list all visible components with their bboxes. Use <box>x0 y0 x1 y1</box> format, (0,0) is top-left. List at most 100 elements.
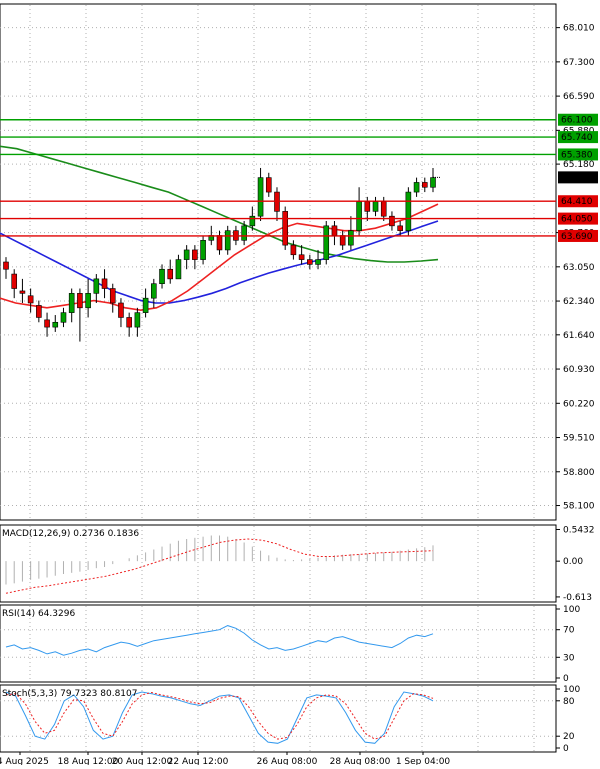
candle-body <box>3 261 9 270</box>
level-label-66.100: 66.100 <box>561 116 593 126</box>
candle-body <box>372 201 379 212</box>
y-tick-label-rsi-3: 0 <box>563 674 569 684</box>
y-tick-label-main-11: 59.510 <box>563 434 595 444</box>
candle-body <box>109 288 116 304</box>
y-tick-label-main-8: 61.640 <box>563 331 595 341</box>
ma-line-blue <box>0 220 439 304</box>
y-tick-label-rsi-0: 100 <box>563 605 580 615</box>
candle-body <box>307 259 313 265</box>
candle-body <box>126 317 132 328</box>
level-badge-65.740 <box>558 131 598 144</box>
level-badge-64.050 <box>558 212 598 225</box>
candle-body <box>356 201 362 231</box>
candle-body <box>151 283 157 299</box>
y-tick-label-main-6: 63.050 <box>563 263 595 273</box>
candle-body <box>282 211 288 246</box>
x-tick-label-5: 28 Aug 08:00 <box>330 757 391 765</box>
pane-frame-rsi <box>0 604 557 683</box>
stoch-label: Stoch(5,3,3) 79.7323 80.8107 <box>2 689 137 699</box>
level-label-65.740: 65.740 <box>561 133 593 143</box>
x-tick-label-3: 22 Aug 12:00 <box>168 757 229 765</box>
level-badge-64.410 <box>558 195 598 208</box>
level-label-63.690: 63.690 <box>561 232 593 242</box>
ma-line-green <box>0 145 439 263</box>
candle-body <box>315 259 321 265</box>
candle-body <box>175 259 182 280</box>
candle-body <box>192 249 198 260</box>
candle-body <box>11 273 18 289</box>
x-tick-label-1: 18 Aug 12:00 <box>58 757 119 765</box>
candle-body <box>142 297 149 313</box>
candle-body <box>265 177 272 193</box>
level-badge-63.690 <box>558 229 598 242</box>
y-tick-label-main-9: 60.930 <box>563 365 595 375</box>
candle-body <box>241 225 247 241</box>
x-tick-label-0: 14 Aug 2025 <box>0 757 49 765</box>
candle-body <box>257 177 264 217</box>
candle-body <box>118 302 124 318</box>
candle-body <box>68 293 75 313</box>
last-price-label: 64.905 <box>561 173 593 183</box>
candle-body <box>397 225 403 231</box>
candle-body <box>224 230 231 251</box>
x-tick-label-4: 26 Aug 08:00 <box>257 757 318 765</box>
candle-body <box>77 293 83 309</box>
candle-body <box>36 305 42 318</box>
y-tick-label-macd-2: -0.613 <box>563 593 592 603</box>
pane-frame-macd <box>0 524 557 603</box>
level-label-64.050: 64.050 <box>561 215 593 225</box>
y-tick-label-main-12: 58.800 <box>563 468 595 478</box>
x-tick-label-6: 1 Sep 04:00 <box>396 757 451 765</box>
candle-body <box>331 225 338 236</box>
level-badge-65.380 <box>558 148 598 161</box>
candle-body <box>19 290 26 294</box>
candle-body <box>298 254 305 260</box>
candle-body <box>323 225 330 260</box>
y-tick-label-main-4: 65.180 <box>563 160 595 170</box>
candle-body <box>290 244 297 256</box>
y-tick-label-main-2: 66.590 <box>563 92 595 102</box>
y-tick-label-stoch-2: 20 <box>563 732 575 742</box>
candle-body <box>413 182 420 193</box>
rsi-line <box>5 625 434 656</box>
macd-signal-line <box>5 538 434 594</box>
stoch-k-line <box>5 691 434 744</box>
y-tick-label-main-0: 68.010 <box>563 24 595 34</box>
pane-frame-main <box>0 3 557 521</box>
y-tick-label-rsi-1: 70 <box>563 626 575 636</box>
stoch-d-line <box>5 691 434 740</box>
y-tick-label-main-13: 58.100 <box>563 502 595 512</box>
y-tick-label-macd-1: 0.00 <box>563 557 583 567</box>
candle-body <box>44 319 50 328</box>
candle-body <box>421 182 428 188</box>
level-badge-66.100 <box>558 113 598 126</box>
candle-body <box>389 215 395 227</box>
macd-label: MACD(12,26,9) 0.2736 0.1836 <box>2 529 139 539</box>
candle-body <box>200 239 206 260</box>
candle-body <box>249 215 256 227</box>
pane-frame-stoch <box>0 684 557 753</box>
y-tick-label-stoch-0: 100 <box>563 685 580 695</box>
y-tick-label-main-10: 60.220 <box>563 399 595 409</box>
candle-body <box>364 201 371 212</box>
candle-body <box>167 268 174 280</box>
y-tick-label-rsi-2: 30 <box>563 653 575 663</box>
candle-body <box>52 321 59 328</box>
candle-body <box>348 230 354 246</box>
x-tick-label-2: 20 Aug 12:00 <box>112 757 173 765</box>
y-tick-label-macd-0: 0.5432 <box>563 525 595 535</box>
rsi-label: RSI(14) 64.3296 <box>2 609 75 619</box>
candle-body <box>430 177 436 188</box>
y-tick-label-main-7: 62.340 <box>563 297 595 307</box>
candle-body <box>405 191 412 231</box>
level-label-64.410: 64.410 <box>561 197 593 207</box>
candle-body <box>183 249 190 260</box>
y-tick-label-stoch-3: 0 <box>563 744 569 754</box>
candle-body <box>101 278 108 289</box>
candle-body <box>216 235 223 251</box>
candle-body <box>339 235 346 246</box>
level-label-65.380: 65.380 <box>561 150 593 160</box>
candle-body <box>380 201 387 217</box>
